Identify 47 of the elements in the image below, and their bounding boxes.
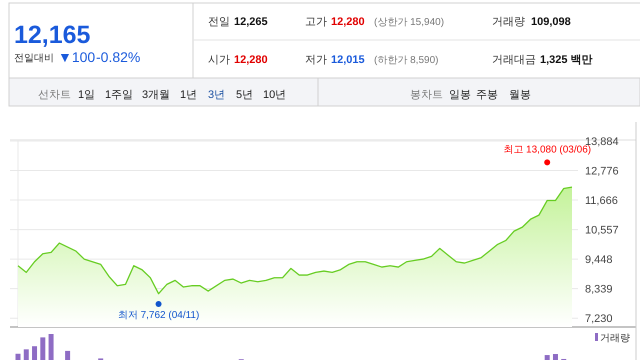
text: (하한가 8,590) — [374, 55, 438, 66]
text: 12,280 — [234, 54, 268, 66]
text: 1년 — [180, 89, 198, 101]
text: 12,015 — [331, 54, 365, 66]
text: 저가 — [305, 54, 327, 66]
text: 시가 — [208, 54, 230, 66]
text: 5년 — [236, 89, 254, 101]
text: 고가 — [305, 16, 327, 28]
bar — [48, 334, 54, 360]
text: 1일 — [78, 89, 96, 101]
text: 3개월 — [142, 89, 170, 101]
bar — [24, 349, 29, 360]
text: 월봉 — [509, 89, 531, 101]
bar — [552, 354, 558, 360]
text: 109,098 — [531, 16, 571, 28]
bar — [16, 354, 20, 360]
text: 일봉 — [449, 89, 471, 101]
text: 주봉 — [476, 89, 498, 101]
text: 전일대비 — [14, 53, 54, 64]
y-tick-label: 7,230 — [585, 313, 613, 326]
bar — [65, 350, 70, 360]
text: 전일 — [208, 16, 230, 28]
text: 봉차트 — [410, 89, 443, 101]
bar — [32, 346, 38, 360]
bar — [40, 337, 46, 360]
text: 12,280 — [331, 16, 365, 28]
text: 1,325 백만 — [540, 54, 593, 66]
text: 10년 — [263, 89, 286, 101]
text: 1주일 — [105, 89, 134, 101]
text: 3년 — [208, 89, 226, 101]
text: ▼100 — [58, 49, 96, 65]
text: (상한가 15,940) — [374, 17, 444, 28]
text: 선차트 — [38, 89, 71, 101]
y-tick-label: 11,666 — [585, 195, 618, 208]
y-tick-label: 9,448 — [585, 254, 613, 266]
legend-label: 거래량 — [600, 333, 630, 344]
text: 거래량 — [492, 16, 525, 28]
text: 거래대금 — [492, 54, 536, 66]
data-label: 최고 13,080 (03/06) — [503, 144, 592, 156]
text: 12,265 — [234, 16, 268, 28]
text: 12,165 — [14, 21, 91, 49]
y-tick-label: 12,776 — [585, 165, 619, 178]
y-tick-label: 10,557 — [585, 224, 619, 237]
y-tick-label: 8,339 — [585, 284, 613, 296]
text: -0.82% — [96, 49, 140, 65]
bar — [544, 355, 550, 360]
data-label: 최저 7,762 (04/11) — [118, 310, 200, 322]
